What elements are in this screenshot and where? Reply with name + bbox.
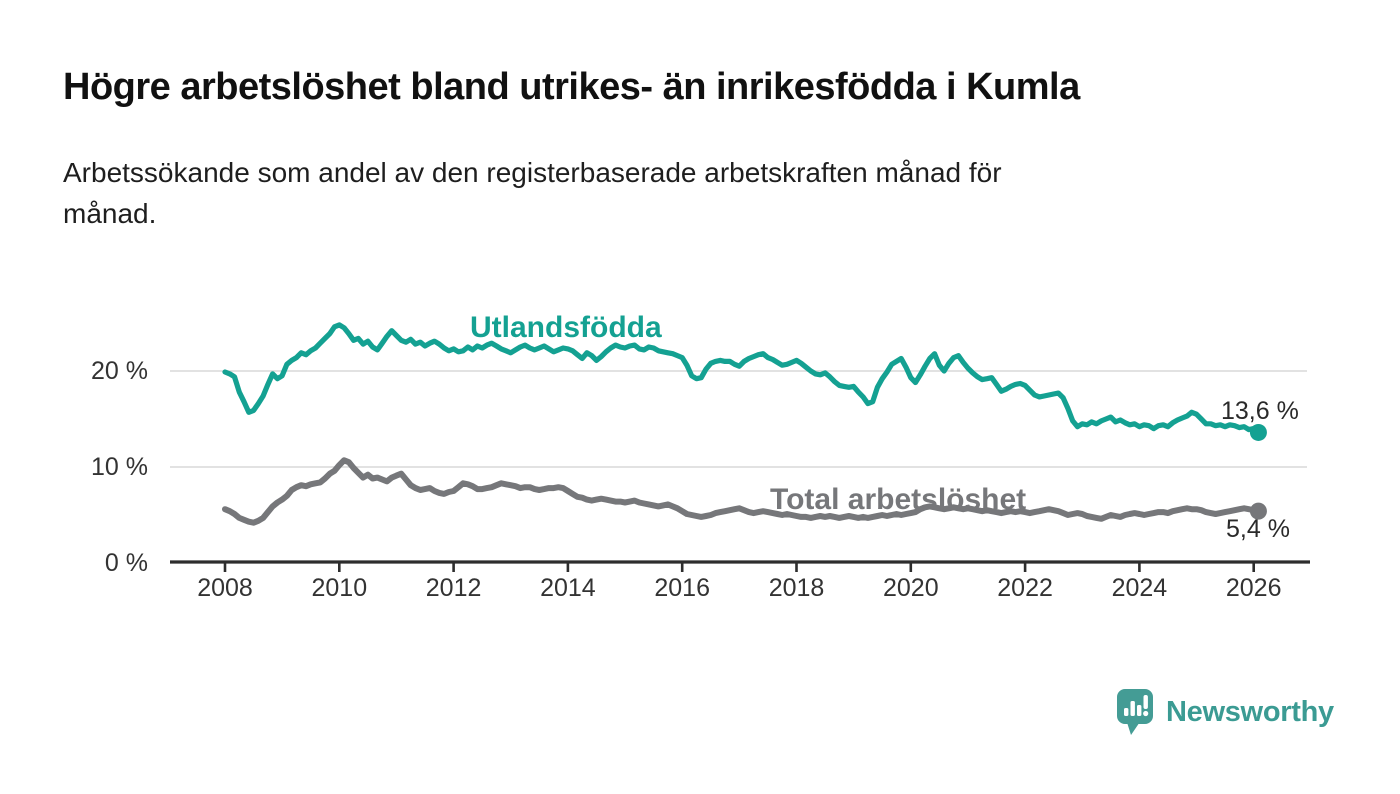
series-label-total-arbetsloshet: Total arbetslöshet <box>770 483 1027 516</box>
series-end-dot-utlandsfodda <box>1249 423 1267 441</box>
x-tick-label: 2014 <box>540 574 596 602</box>
x-tick-label: 2008 <box>197 574 253 602</box>
end-value-label-total-arbetsloshet: 5,4 % <box>1226 515 1290 543</box>
x-tick-label: 2020 <box>882 574 939 602</box>
series-end-dot-total-arbetsloshet <box>1249 502 1267 520</box>
chart-subtitle: Arbetssökande som andel av den registerb… <box>63 157 1002 229</box>
x-tick-label: 2012 <box>425 574 482 602</box>
speech-bubble-bar-chart-icon <box>1117 689 1153 735</box>
y-tick-label: 20 % <box>91 357 148 385</box>
end-value-label-utlandsfodda: 13,6 % <box>1221 397 1299 425</box>
series-line-utlandsfodda <box>222 322 1262 435</box>
x-tick-label: 2022 <box>997 574 1053 602</box>
newsworthy-logo: Newsworthy <box>1116 688 1334 736</box>
x-tick-label: 2016 <box>654 574 710 602</box>
series-line-total-arbetsloshet <box>222 457 1262 526</box>
y-tick-label: 10 % <box>91 453 148 481</box>
x-tick-label: 2010 <box>311 574 368 602</box>
x-tick-label: 2018 <box>768 574 825 602</box>
x-tick-label: 2026 <box>1225 574 1282 602</box>
x-tick-label: 2024 <box>1111 574 1168 602</box>
page-title: Högre arbetslöshet bland utrikes- än inr… <box>63 66 1080 108</box>
y-tick-label: 0 % <box>104 549 148 577</box>
series-label-utlandsfodda: Utlandsfödda <box>470 311 662 344</box>
newsworthy-wordmark: Newsworthy <box>1166 695 1334 728</box>
